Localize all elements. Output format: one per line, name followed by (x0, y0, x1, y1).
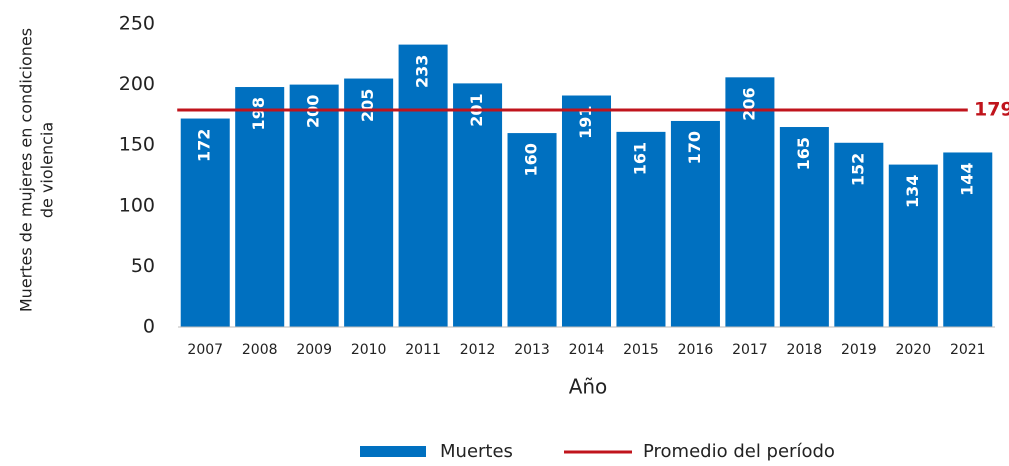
bar (235, 87, 285, 327)
bar (180, 118, 230, 327)
legend-swatch (360, 446, 426, 457)
bar (289, 84, 339, 327)
x-tick-label: 2012 (460, 342, 496, 358)
bar (834, 142, 884, 327)
x-tick-label: 2016 (678, 342, 714, 358)
y-tick-label: 50 (131, 255, 155, 277)
bar (453, 83, 503, 327)
bar (616, 131, 666, 327)
x-tick-label: 2011 (405, 342, 441, 358)
data-label: 198 (249, 97, 268, 130)
y-tick-label: 150 (119, 134, 155, 156)
data-label: 161 (630, 142, 649, 175)
y-axis-label: Muertes de mujeres en condiciones (17, 28, 36, 312)
x-tick-label: 2019 (841, 342, 877, 358)
x-tick-label: 2017 (732, 342, 768, 358)
data-label: 233 (413, 55, 432, 88)
data-label: 205 (358, 89, 377, 122)
y-axis-label: de violencia (38, 122, 57, 218)
x-tick-label: 2018 (787, 342, 823, 358)
x-tick-label: 2014 (569, 342, 605, 358)
data-label: 134 (903, 175, 922, 208)
data-label: 191 (576, 106, 595, 139)
x-axis-label: Año (569, 375, 608, 399)
x-tick-label: 2013 (514, 342, 550, 358)
bar (507, 133, 557, 327)
data-label: 160 (522, 143, 541, 176)
bar (779, 127, 829, 328)
data-label: 165 (794, 137, 813, 170)
bar (943, 152, 993, 327)
data-label: 172 (195, 129, 214, 162)
bar (344, 78, 394, 327)
x-tick-label: 2015 (623, 342, 659, 358)
data-label: 144 (957, 162, 976, 195)
bar (561, 95, 612, 328)
bar (888, 164, 938, 327)
data-label: 206 (739, 87, 758, 120)
y-tick-label: 250 (119, 13, 155, 35)
x-tick-label: 2007 (187, 342, 223, 358)
y-tick-label: 200 (119, 73, 155, 95)
bar (725, 77, 775, 327)
legend-label: Promedio del período (643, 441, 835, 462)
y-tick-label: 0 (143, 316, 155, 338)
bar (398, 44, 448, 327)
x-tick-label: 2008 (242, 342, 278, 358)
x-tick-label: 2020 (895, 342, 931, 358)
x-tick-label: 2021 (950, 342, 986, 358)
data-label: 170 (685, 131, 704, 164)
x-tick-label: 2009 (296, 342, 332, 358)
x-tick-label: 2010 (351, 342, 387, 358)
bar (670, 120, 720, 328)
data-label: 152 (848, 153, 867, 186)
average-label: 179 (974, 99, 1009, 121)
legend-label: Muertes (440, 441, 513, 462)
y-tick-label: 100 (119, 194, 155, 216)
